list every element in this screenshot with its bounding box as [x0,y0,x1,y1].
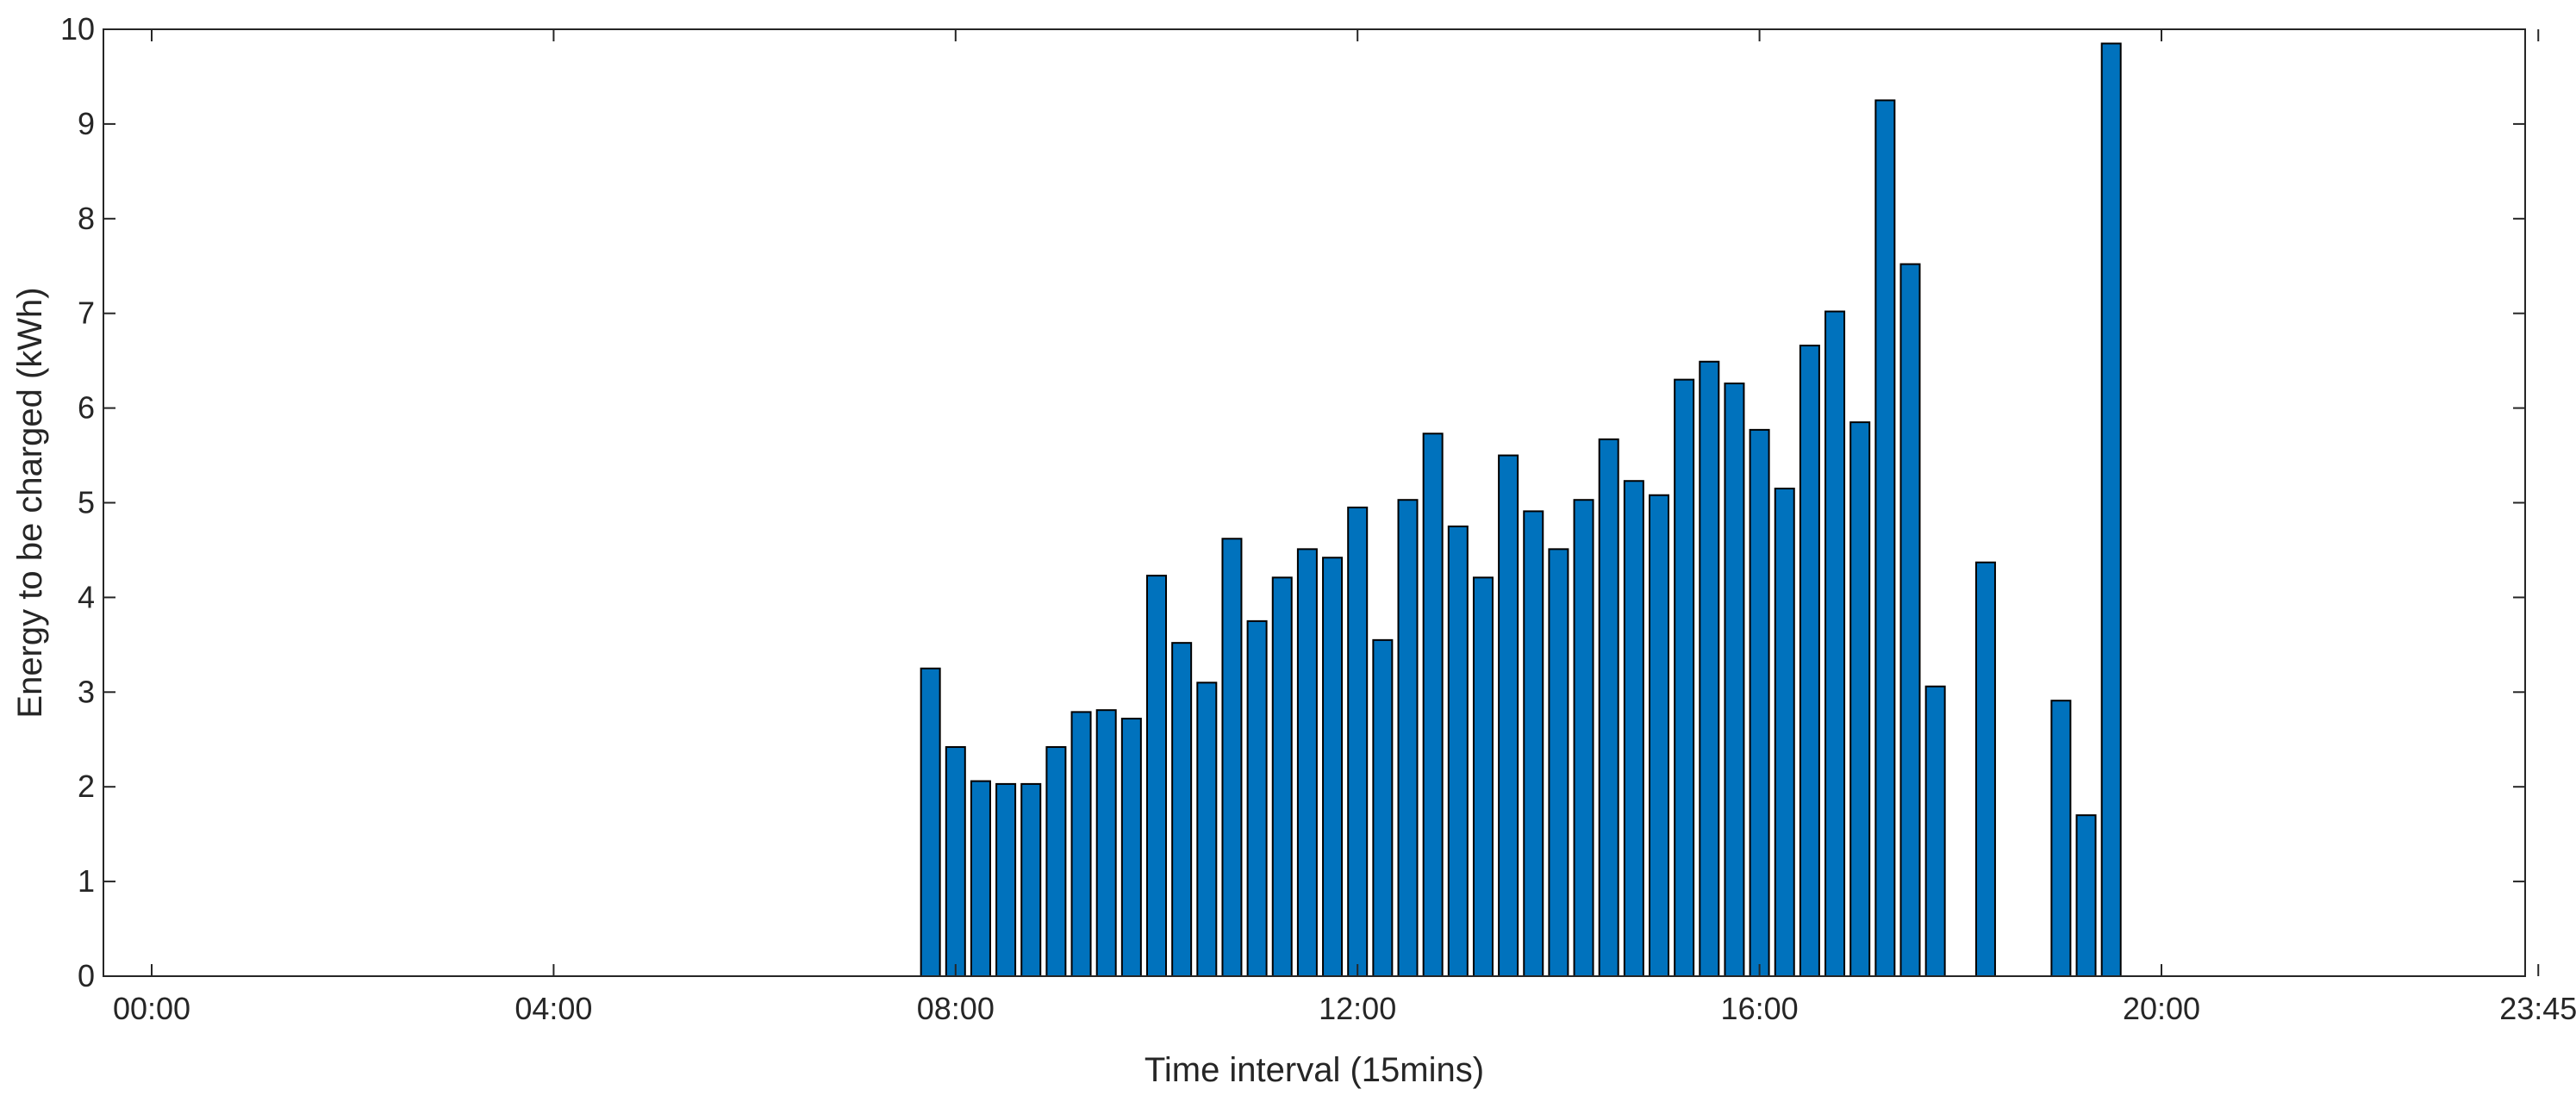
bar-slot-39 [1120,718,1142,978]
bar-slot-48 [1347,506,1369,977]
bar-slot-67 [1824,310,1846,977]
bar-slot-55 [1523,510,1544,977]
y-tick-label: 1 [78,863,95,899]
bar-slot-69 [1874,99,1896,978]
bar-slot-34 [995,782,1017,978]
x-tick-label: 20:00 [2123,991,2200,1026]
bar-slot-47 [1322,557,1344,977]
bar-slot-56 [1548,548,1569,977]
bar-slot-40 [1146,575,1167,977]
bar-slot-57 [1573,499,1594,977]
bar-slot-54 [1498,454,1519,977]
y-tick-label: 7 [78,296,95,331]
bar-slot-64 [1749,428,1770,977]
x-tick-label: 12:00 [1319,991,1396,1026]
bar-slot-33 [970,780,991,978]
x-tick-label: 08:00 [917,991,995,1026]
bars-group [920,42,2122,978]
bar-slot-41 [1171,642,1193,977]
x-tick-label: 16:00 [1721,991,1799,1026]
bar-slot-58 [1598,438,1619,977]
bar-slot-35 [1020,782,1042,978]
bar-slot-73 [1974,561,1996,977]
y-tick-label: 2 [78,769,95,804]
bar-slot-45 [1271,576,1293,977]
plot-area-border [103,28,2526,977]
bar-slot-36 [1045,746,1067,977]
y-tick-label: 10 [60,11,95,47]
x-tick-label: 00:00 [113,991,190,1026]
bar-slot-53 [1472,576,1494,977]
y-tick-label: 3 [78,674,95,709]
bar-slot-62 [1699,360,1720,977]
bar-slot-59 [1623,480,1644,977]
bar-slot-70 [1899,263,1921,977]
bar-slot-37 [1070,711,1092,978]
bar-slot-31 [920,667,941,977]
bar-slot-43 [1221,538,1243,978]
y-axis: 0 1 2 3 4 5 6 7 8 9 10 [60,11,2525,993]
y-axis-title: Energy to be charged (kWh) [11,287,49,718]
bar-slot-50 [1397,499,1419,977]
bar-slot-42 [1196,682,1218,977]
bar-slot-71 [1924,685,1946,977]
y-tick-label: 6 [78,390,95,426]
bar-slot-32 [945,746,966,977]
bar-slot-49 [1372,638,1394,977]
bar-slot-52 [1447,525,1469,977]
bar-slot-78 [2100,42,2122,978]
y-tick-label: 8 [78,201,95,236]
bar-slot-44 [1246,619,1268,977]
bar-slot-61 [1674,378,1695,977]
y-tick-label: 0 [78,958,95,993]
bar-slot-65 [1774,488,1795,977]
bar-slot-63 [1724,383,1745,977]
y-tick-label: 4 [78,579,95,614]
y-tick-label: 5 [78,485,95,520]
bar-slot-60 [1649,494,1669,977]
bar-slot-68 [1849,421,1871,977]
bar-slot-76 [2050,700,2072,977]
bar-slot-51 [1422,433,1444,977]
x-axis: 00:00 04:00 08:00 12:00 16:00 20:00 23:45 [113,29,2576,1026]
y-tick-label: 9 [78,106,95,141]
bar-slot-77 [2075,814,2097,977]
x-axis-title: Time interval (15mins) [1145,1051,1484,1089]
x-tick-label: 23:45 [2499,991,2576,1026]
x-tick-label: 04:00 [515,991,592,1026]
bar-slot-66 [1799,345,1820,978]
bar-slot-38 [1095,709,1117,978]
bar-slot-46 [1296,548,1318,977]
